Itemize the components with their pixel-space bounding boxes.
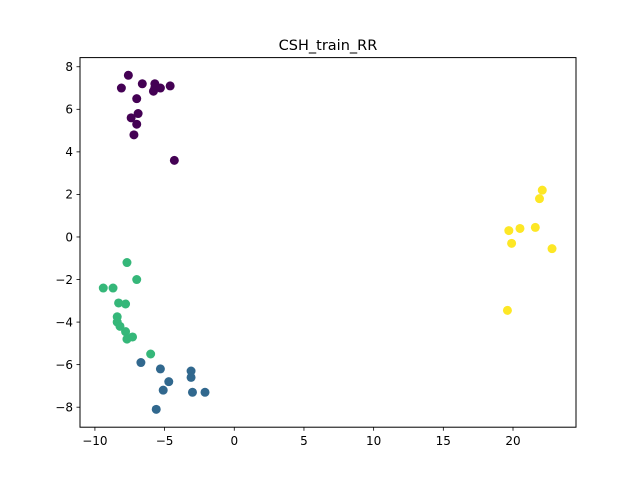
scatter-point-cluster0-11: [132, 119, 142, 129]
scatter-point-cluster3-6: [547, 244, 557, 254]
scatter-point-cluster1-5: [186, 366, 196, 376]
scatter-point-cluster1-0: [136, 358, 146, 368]
x-tick-label: −10: [82, 434, 107, 448]
x-tick-label: 0: [230, 434, 238, 448]
scatter-point-cluster1-2: [164, 377, 174, 387]
scatter-point-cluster3-7: [502, 305, 512, 315]
scatter-point-cluster0-7: [165, 81, 175, 91]
x-tick-label: 15: [436, 434, 451, 448]
y-tick-label: 2: [65, 188, 73, 202]
scatter-point-cluster0-10: [126, 113, 136, 123]
scatter-point-cluster0-8: [132, 94, 142, 104]
scatter-point-cluster1-1: [155, 364, 165, 374]
scatter-point-cluster3-4: [504, 226, 514, 236]
scatter-point-cluster0-9: [133, 109, 143, 119]
scatter-point-cluster0-0: [123, 70, 133, 80]
y-tick-label: 0: [65, 230, 73, 244]
scatter-point-cluster0-6: [155, 83, 165, 93]
scatter-point-cluster2-11: [128, 332, 138, 342]
scatter-point-cluster3-3: [515, 223, 525, 233]
chart-title: CSH_train_RR: [279, 38, 378, 54]
scatter-point-cluster0-5: [148, 86, 158, 96]
plot-area-frame: [79, 57, 577, 428]
x-tick-label: 5: [300, 434, 308, 448]
scatter-point-cluster2-12: [146, 349, 156, 359]
y-tick-label: −6: [55, 358, 73, 372]
scatter-point-cluster3-2: [530, 222, 540, 232]
scatter-point-cluster2-0: [122, 258, 132, 268]
scatter-point-cluster1-4: [151, 404, 161, 414]
x-tick-label: −5: [156, 434, 174, 448]
scatter-point-cluster3-0: [537, 185, 547, 195]
scatter-point-cluster3-5: [507, 238, 517, 248]
y-axis-ticks: −8 −6 −4 −2 0 2 4 6 8: [55, 60, 80, 414]
scatter-point-cluster2-4: [114, 298, 124, 308]
scatter-point-cluster1-7: [187, 387, 197, 397]
scatter-point-cluster2-1: [132, 275, 142, 285]
scatter-point-cluster1-3: [158, 385, 168, 395]
scatter-point-cluster2-8: [115, 321, 125, 331]
scatter-point-cluster3-1: [534, 194, 544, 204]
scatter-point-cluster0-1: [116, 83, 126, 93]
scatter-point-cluster0-12: [129, 130, 139, 140]
scatter-point-cluster1-6: [186, 372, 196, 382]
scatter-point-cluster0-2: [137, 79, 147, 89]
scatter-point-cluster0-13: [169, 155, 179, 165]
y-tick-label: −8: [55, 400, 73, 414]
x-axis-ticks: −10 −5 0 5 10 15 20: [82, 427, 521, 448]
scatter-point-cluster2-2: [98, 283, 108, 293]
x-tick-label: 10: [366, 434, 381, 448]
y-tick-label: 6: [65, 103, 73, 117]
y-tick-label: 8: [65, 60, 73, 74]
points-layer: [98, 70, 557, 414]
scatter-point-cluster2-3: [108, 283, 118, 293]
x-tick-label: 20: [505, 434, 520, 448]
y-tick-label: −2: [55, 273, 73, 287]
scatter-point-cluster2-9: [121, 327, 131, 337]
scatter-point-cluster2-5: [121, 299, 131, 309]
y-tick-label: −4: [55, 315, 73, 329]
y-tick-label: 4: [65, 145, 73, 159]
scatter-point-cluster1-8: [200, 387, 210, 397]
